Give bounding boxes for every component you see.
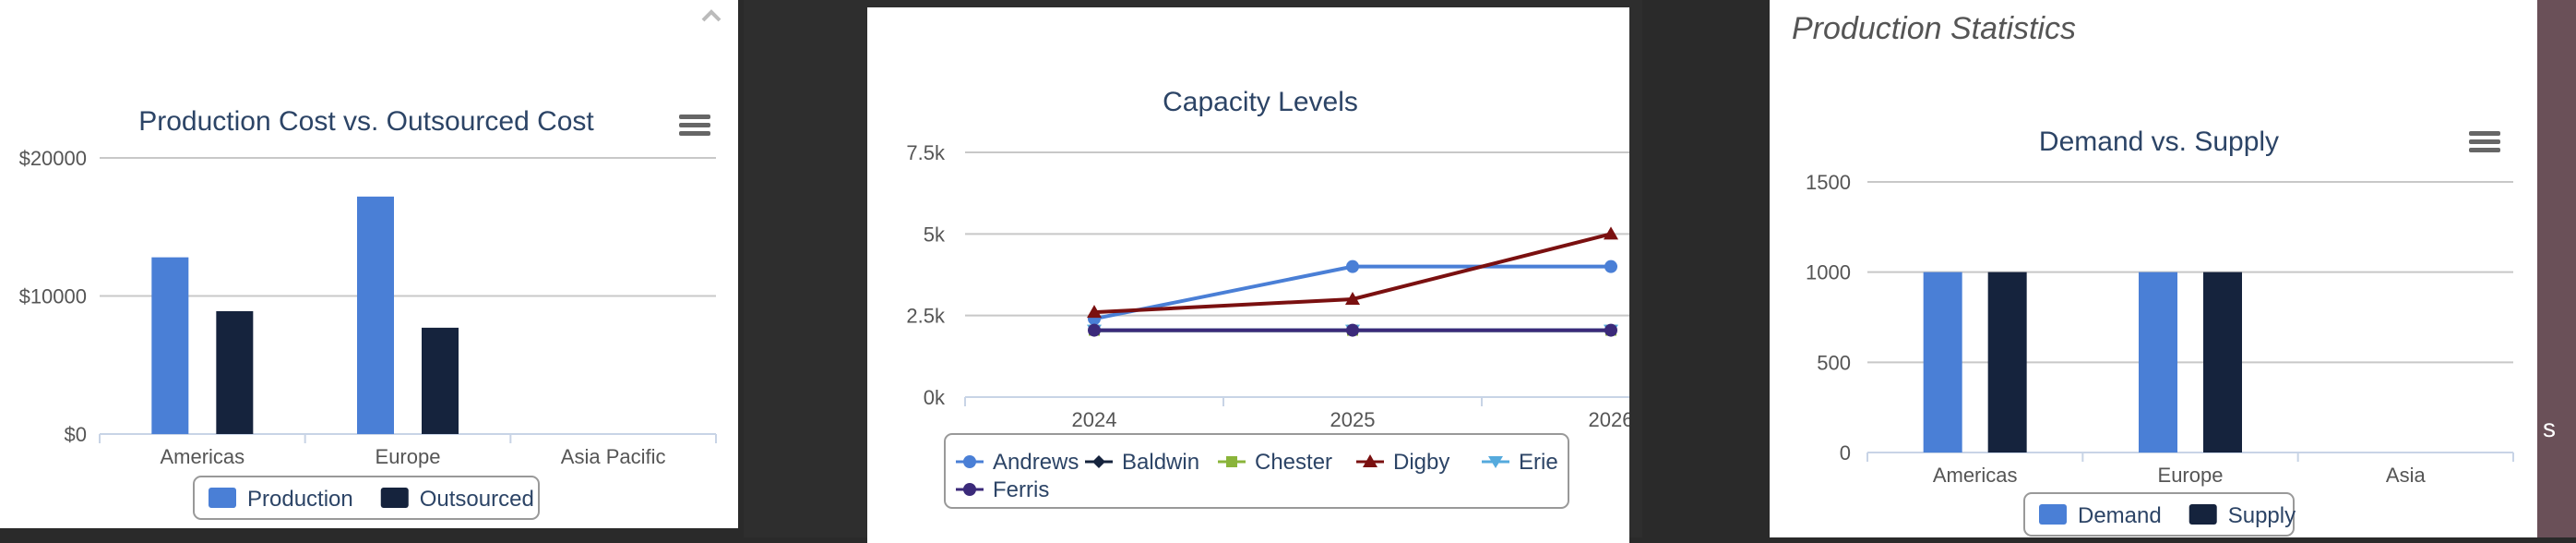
point-andrews	[1604, 259, 1617, 273]
x-tick-label: Asia Pacific	[561, 445, 666, 468]
chart-menu-icon[interactable]	[2469, 131, 2500, 152]
chart-panel-cost: Production Cost vs. Outsourced Cost $0 $10…	[0, 0, 738, 528]
x-tick-label: Americas	[160, 445, 244, 468]
edge-text: s	[2543, 414, 2556, 442]
chart-title: Production Cost vs. Outsourced Cost	[138, 106, 594, 137]
legend-swatch	[209, 488, 236, 508]
production-statistics-panel: Production Statistics Demand vs. Supply 0…	[1770, 0, 2537, 537]
legend-marker	[1092, 455, 1105, 468]
y-tick-label: 500	[1817, 351, 1851, 374]
bar-supply	[1987, 272, 2027, 452]
point-digby	[1345, 292, 1360, 305]
legend-marker	[1488, 456, 1503, 468]
legend-marker	[963, 455, 976, 468]
legend-label: Ferris	[993, 477, 1049, 502]
collapse-chevron-icon[interactable]	[698, 4, 725, 28]
chart-title: Demand vs. Supply	[2039, 127, 2279, 157]
x-tick-label: Europe	[2158, 464, 2224, 487]
y-tick-label: 1000	[1806, 261, 1851, 284]
bar-demand	[2139, 272, 2177, 452]
chart-menu-icon[interactable]	[679, 115, 710, 136]
legend-label: Chester	[1255, 450, 1332, 475]
x-tick-label: 2025	[1330, 408, 1376, 431]
bar-production	[151, 257, 189, 434]
legend-label: Production	[247, 487, 353, 512]
capacity-chart: Capacity Levels 0k 2.5k 5k 7.5k 2024 2025 2026 A…	[906, 87, 1629, 509]
point-andrews	[1346, 259, 1359, 273]
legend-label: Supply	[2228, 503, 2296, 528]
section-title: Production Statistics	[1792, 11, 2077, 46]
x-tick-label: Europe	[376, 445, 441, 468]
point-digby	[1604, 226, 1618, 240]
legend-swatch	[2039, 504, 2067, 525]
legend-box	[2023, 492, 2295, 537]
x-tick-label: Americas	[1933, 464, 2018, 487]
legend-label: Erie	[1519, 450, 1558, 475]
capacity-frame: Capacity Levels 0k 2.5k 5k 7.5k 2024 2025 2026 A…	[744, 0, 1642, 543]
legend-label: Digby	[1393, 450, 1449, 475]
chart-title: Capacity Levels	[1163, 87, 1358, 117]
y-tick-label: 0	[1840, 441, 1851, 465]
y-tick-label: 5k	[924, 223, 946, 246]
point-ferris	[1604, 323, 1617, 337]
legend-label: Demand	[2078, 503, 2162, 528]
x-tick-label: 2026	[1589, 408, 1629, 431]
bar-outsourced	[216, 310, 254, 434]
bar-supply	[2203, 272, 2242, 452]
legend-label: Outsourced	[420, 487, 534, 512]
point-digby	[1087, 305, 1102, 319]
y-tick-label: $20000	[19, 147, 87, 170]
legend-marker	[1226, 456, 1237, 467]
legend-swatch	[2188, 504, 2217, 525]
cost-chart: Production Cost vs. Outsourced Cost $0 $10…	[19, 106, 717, 520]
y-tick-label: 2.5k	[906, 305, 946, 328]
point-ferris	[1346, 323, 1359, 337]
demand-supply-chart: Demand vs. Supply 0 500 1000 1500 Americas Eur…	[1806, 127, 2514, 537]
legend-box	[193, 476, 540, 520]
legend-marker	[963, 483, 976, 496]
x-tick-label: 2024	[1072, 408, 1117, 431]
y-tick-label: 0k	[924, 386, 946, 409]
y-tick-label: 7.5k	[906, 141, 946, 164]
legend-label: Baldwin	[1122, 450, 1199, 475]
legend-box	[944, 433, 1569, 509]
y-tick-label: $0	[65, 423, 87, 446]
bar-production	[357, 196, 394, 435]
point-ferris	[1088, 323, 1101, 337]
bar-demand	[1923, 272, 1962, 452]
y-tick-label: 1500	[1806, 171, 1851, 194]
y-tick-label: $10000	[19, 285, 87, 308]
bar-outsourced	[422, 327, 459, 434]
x-tick-label: Asia	[2386, 464, 2427, 487]
legend-marker	[1363, 454, 1377, 467]
legend-label: Andrews	[993, 450, 1079, 475]
legend-swatch	[380, 488, 409, 508]
background-sliver: s	[2537, 0, 2576, 537]
